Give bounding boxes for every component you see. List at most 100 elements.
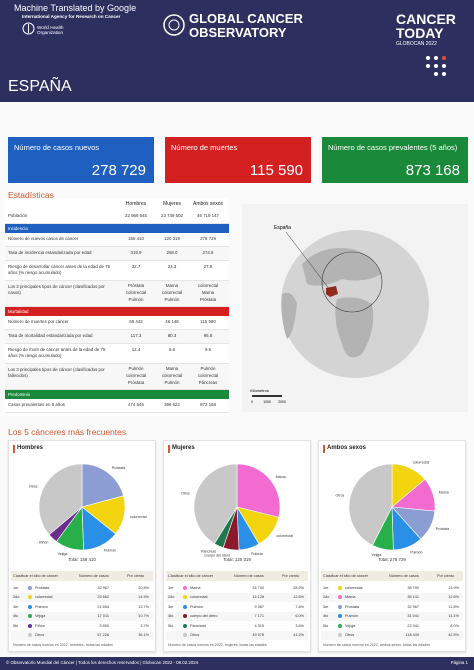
cell-item: Mama [201,290,215,295]
row-bg [5,261,229,281]
cell-value: 23 749 502 [161,213,183,218]
rank: 4to [168,614,174,618]
table-row [11,611,153,621]
percent: 41.2% [293,633,304,637]
rank: 3er [168,604,174,609]
case-count: 15 128 [252,595,264,599]
col-header: Hombres [125,201,147,207]
footer-left: © Observatorio Mundial del Cáncer | Todo… [6,660,199,665]
scale-tick: 1000 [263,400,271,404]
row-bg [5,281,229,307]
rank: 5to [168,623,174,628]
scale-tick: 2000 [278,400,286,404]
color-dot [338,623,342,628]
panel-title: Hombres [17,445,44,451]
cell-item: colorrectal [197,373,219,378]
case-count: 34 740 [252,585,264,590]
cell-value: 80.3 [167,333,177,338]
cell-item: Pulmón [164,380,180,385]
pie-chart: Próstata colorrectal Pulmón Vejiga Riñón Otro… [29,463,147,556]
slice-label: Otros [336,494,345,498]
case-count: 4 315 [254,623,264,628]
slice-label: Próstata [112,466,125,470]
row-bg [5,330,229,344]
case-count: 5 890 [99,623,109,628]
rank: 4to [323,614,329,618]
case-count: 7 171 [254,614,264,618]
slice-label: colorrectal [413,461,430,465]
percent: 36.1% [138,633,149,637]
case-count: 35 141 [407,595,419,599]
case-count: 22 341 [407,623,419,628]
ct-line: TODAY [396,25,444,41]
cell-item: Mama [165,283,179,288]
scale-title: Kilómetros [250,388,269,393]
rank: 1er [323,585,329,590]
row-bg [5,210,229,224]
case-count: 32 967 [97,585,109,590]
cell-value: 46 148 [165,319,179,324]
section-name: Predominio [8,392,31,397]
who-logo [22,22,35,35]
scale-tick: 0 [251,400,253,404]
land [281,292,297,339]
label-leader [285,231,331,291]
site-name: Otros [190,633,200,637]
table-header: Clasificar el sitio de cáncer [13,574,59,578]
color-dot [338,595,342,599]
case-count: 31 041 [407,614,419,618]
cell-item: colorrectal [125,290,147,295]
color-dot [183,614,187,618]
land [335,297,374,358]
pie-slice [236,463,281,518]
slice-label: Páncreas [201,549,216,553]
percent: 12.6% [293,595,304,599]
gco-line: OBSERVATORY [189,24,287,40]
table-head-bg [321,571,463,581]
iarc-name: International Agency for Research on Can… [22,14,121,19]
section-bar [5,224,229,233]
cell-value: 6.6 [168,347,176,352]
row-label: Tasa de incidencia estandarizada por eda… [8,250,92,255]
table-row [321,611,463,621]
cell-value: 22 969 845 [125,213,147,218]
cell-value: 474 545 [128,402,144,407]
summary-label: Número de muertes [171,143,238,152]
summary-box: Número de casos prevalentes (5 años) 873 … [322,137,468,183]
site-name: Pulmón [35,604,48,609]
table-note: Número de casos nuevos en 2022, hombres,… [13,643,113,647]
table-header: Por ciento [282,574,300,578]
cell-item: Pulmón [164,297,180,302]
color-dot [28,633,32,637]
cell-value: 115 590 [200,319,216,324]
site-name: Riñón [35,623,45,628]
cell-item: Mama [165,366,179,371]
pie-panel: Ambos sexos colorrectal Mama Próstata Pulmón… [318,440,466,652]
color-dot [28,604,32,609]
site-name: Vejiga [35,614,46,618]
pie-total: Total: 158 410 [68,557,96,562]
pie-slice [81,463,124,508]
case-count: 9 387 [254,604,264,609]
table-row [11,602,153,611]
percent: 6.0% [295,614,304,618]
rank: 1er [13,585,19,590]
pie-total: Total: 120 319 [223,557,251,562]
dots-decor [426,56,446,76]
rank: 2do [13,595,20,599]
cell-value: 158 410 [128,236,144,241]
row-label: Población [8,213,28,218]
slice-label: colorrectal [276,534,293,538]
header [0,0,474,102]
percent: 13.7% [138,604,149,609]
cell-item: colorrectal [161,373,183,378]
globocan: GLOBOCAN 2022 [396,41,437,47]
cell-value: 27.9 [203,264,213,269]
percent: 10.7% [138,614,149,618]
rank: 2do [168,595,175,599]
table-header: Clasificar el sitio de cáncer [168,574,214,578]
slice-label: Vejiga [58,552,68,556]
percent: 7.8% [295,604,304,609]
table-row [11,630,153,640]
table-row [166,592,308,602]
